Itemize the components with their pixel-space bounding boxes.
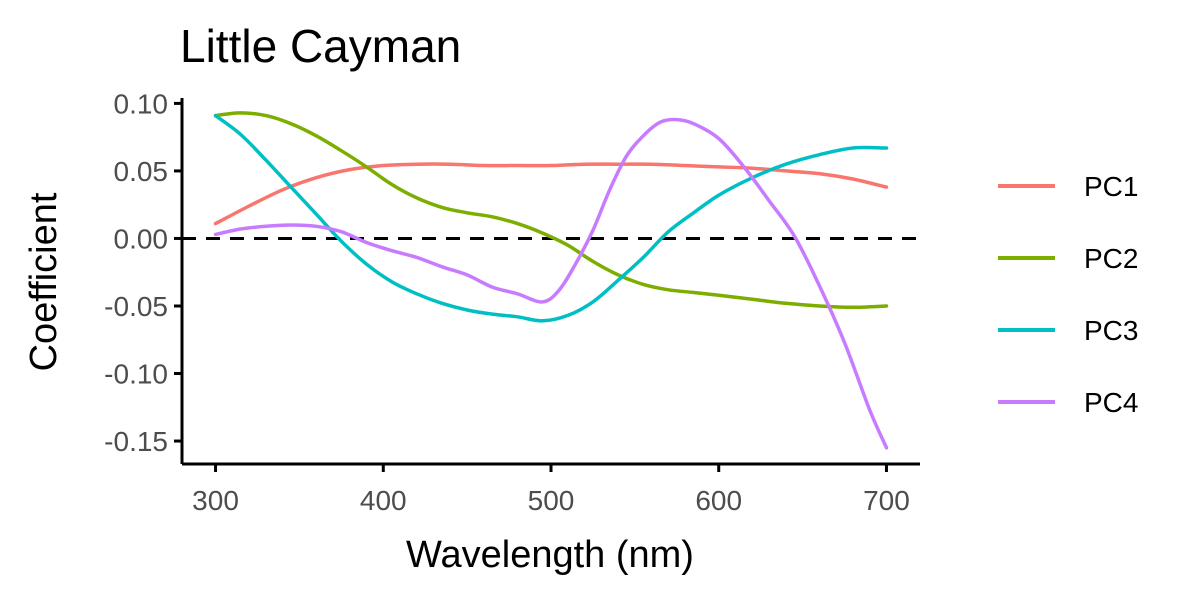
y-tick-label: 0.05 [114, 156, 169, 187]
x-tick-label: 300 [192, 485, 239, 516]
legend-item-pc1: PC1 [998, 171, 1138, 202]
series-line-pc4 [213, 117, 889, 450]
y-tick-label: -0.05 [104, 291, 168, 322]
series-line-pc1 [213, 162, 889, 226]
legend-label: PC1 [1084, 171, 1138, 202]
x-axis-title: Wavelength (nm) [406, 534, 694, 576]
y-tick-label: -0.15 [104, 426, 168, 457]
y-tick-label: -0.10 [104, 359, 168, 390]
x-tick-label: 700 [863, 485, 910, 516]
legend-label: PC2 [1084, 243, 1138, 274]
series-lines [213, 111, 889, 450]
x-tick-label: 500 [528, 485, 575, 516]
legend-label: PC3 [1084, 315, 1138, 346]
series-line-pc2 [213, 111, 889, 310]
legend-item-pc3: PC3 [998, 315, 1138, 346]
y-axis-title: Coefficient [23, 192, 65, 371]
plot-area: 0.10 0.05 0.00 -0.05 -0.10 -0.15 300 400 500 600… [104, 88, 920, 516]
legend: PC1 PC2 PC3 PC4 [998, 171, 1138, 418]
legend-item-pc4: PC4 [998, 387, 1138, 418]
legend-item-pc2: PC2 [998, 243, 1138, 274]
x-axis-ticks: 300 400 500 600 700 [192, 464, 910, 516]
y-axis-ticks: 0.10 0.05 0.00 -0.05 -0.10 -0.15 [104, 88, 182, 457]
x-tick-label: 400 [360, 485, 407, 516]
series-line-pc3 [213, 113, 889, 323]
chart-title: Little Cayman [180, 20, 461, 72]
legend-label: PC4 [1084, 387, 1138, 418]
y-tick-label: 0.10 [114, 88, 169, 119]
y-tick-label: 0.00 [114, 223, 169, 254]
x-tick-label: 600 [695, 485, 742, 516]
